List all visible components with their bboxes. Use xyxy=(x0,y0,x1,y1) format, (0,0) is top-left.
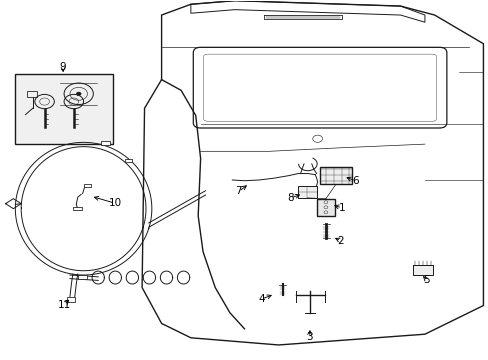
Bar xyxy=(320,167,351,184)
Text: 7: 7 xyxy=(235,186,242,197)
Text: 5: 5 xyxy=(422,275,429,285)
Text: 11: 11 xyxy=(58,300,71,310)
Circle shape xyxy=(76,92,81,96)
Bar xyxy=(101,141,110,145)
Bar xyxy=(15,74,113,144)
Bar xyxy=(27,91,37,96)
Bar xyxy=(412,265,432,275)
Text: 3: 3 xyxy=(305,332,312,342)
Text: 9: 9 xyxy=(60,62,66,72)
Bar xyxy=(316,199,334,216)
Text: 6: 6 xyxy=(352,176,358,186)
Text: 8: 8 xyxy=(287,193,294,203)
Text: 2: 2 xyxy=(337,236,344,246)
Text: 10: 10 xyxy=(108,198,122,208)
Bar xyxy=(298,186,316,198)
Bar xyxy=(78,275,86,279)
Text: 4: 4 xyxy=(258,294,264,304)
Bar xyxy=(124,159,132,162)
Bar xyxy=(66,297,75,302)
Bar xyxy=(83,184,91,187)
Bar xyxy=(73,207,81,211)
Text: 1: 1 xyxy=(338,203,345,213)
